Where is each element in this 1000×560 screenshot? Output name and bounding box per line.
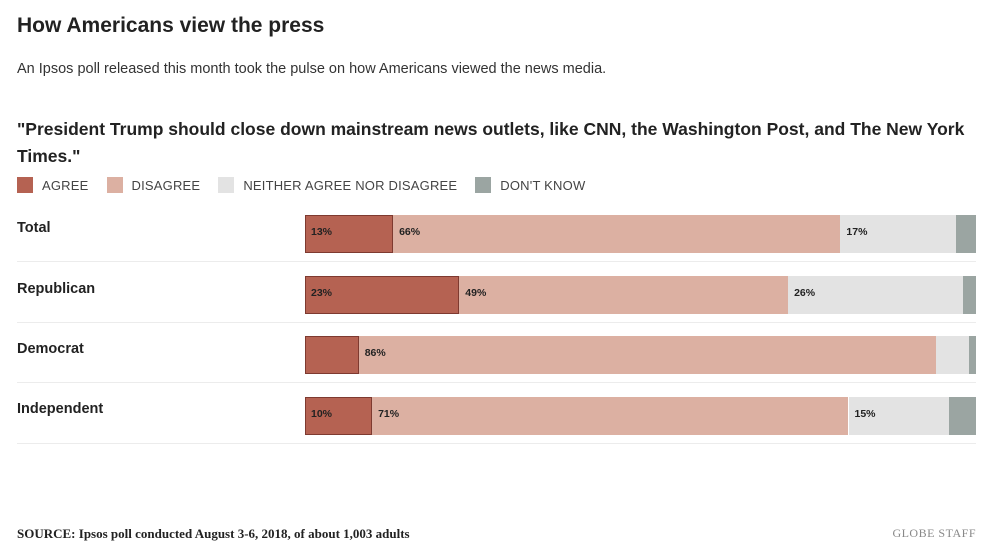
legend-swatch bbox=[475, 177, 492, 193]
bar-row-independent: 10% 71% 15% bbox=[305, 397, 976, 435]
bar-segment-agree bbox=[305, 215, 394, 253]
bar-segment-disagree bbox=[358, 336, 936, 374]
bar-row-total: 13% 66% 17% bbox=[305, 215, 976, 253]
data-label-agree: 10% bbox=[311, 408, 333, 420]
legend-swatch bbox=[106, 177, 123, 193]
bar-segment-dont-know bbox=[955, 215, 976, 253]
bar-segment-neither bbox=[840, 215, 956, 253]
legend-label: AGREE bbox=[42, 177, 89, 193]
bar-row-democrat: 86% bbox=[305, 336, 976, 374]
row-divider bbox=[17, 443, 976, 444]
row-label-democrat: Democrat bbox=[17, 341, 84, 357]
data-label-disagree: 86% bbox=[364, 347, 386, 359]
data-label-disagree: 49% bbox=[465, 287, 487, 299]
bar-segment-agree bbox=[305, 336, 359, 374]
survey-question: "President Trump should close down mains… bbox=[17, 119, 965, 166]
credit-note: GLOBE STAFF bbox=[892, 526, 976, 540]
bar-segment-neither bbox=[935, 336, 970, 374]
bar-segment-disagree bbox=[459, 276, 789, 314]
legend-swatch bbox=[218, 177, 235, 193]
bar-segment-dont-know bbox=[962, 276, 976, 314]
row-label-total: Total bbox=[17, 220, 51, 236]
bar-segment-neither bbox=[848, 397, 950, 435]
data-label-agree: 23% bbox=[311, 287, 333, 299]
chart-title: How Americans view the press bbox=[17, 14, 325, 37]
row-divider bbox=[17, 322, 976, 323]
bar-segment-disagree bbox=[372, 397, 849, 435]
row-divider bbox=[17, 382, 976, 383]
row-divider bbox=[17, 261, 976, 262]
legend-swatch bbox=[17, 177, 33, 193]
bar-segment-dont-know bbox=[969, 336, 976, 374]
legend-item-disagree: DISAGREE bbox=[106, 177, 201, 193]
data-label-neither: 15% bbox=[854, 408, 876, 420]
data-label-neither: 17% bbox=[846, 226, 868, 238]
bar-segment-dont-know bbox=[949, 397, 976, 435]
source-note: SOURCE: Ipsos poll conducted August 3-6,… bbox=[17, 526, 410, 541]
row-label-republican: Republican bbox=[17, 281, 96, 297]
data-label-disagree: 71% bbox=[378, 408, 400, 420]
data-label-agree: 13% bbox=[311, 226, 333, 238]
bar-segment-neither bbox=[788, 276, 963, 314]
bar-segment-agree bbox=[305, 276, 460, 314]
legend-item-dont-know: DON'T KNOW bbox=[475, 177, 585, 193]
chart-legend: AGREE DISAGREE NEITHER AGREE NOR DISAGREE D… bbox=[17, 177, 603, 193]
legend-label: DISAGREE bbox=[131, 177, 201, 193]
chart-subtitle: An Ipsos poll released this month took t… bbox=[17, 61, 607, 77]
row-label-independent: Independent bbox=[17, 401, 104, 417]
legend-item-agree: AGREE bbox=[17, 177, 89, 193]
bar-segment-agree bbox=[305, 397, 373, 435]
data-label-disagree: 66% bbox=[399, 226, 421, 238]
bar-row-republican: 23% 49% 26% bbox=[305, 276, 976, 314]
data-label-neither: 26% bbox=[794, 287, 816, 299]
legend-label: DON'T KNOW bbox=[500, 177, 586, 193]
legend-item-neither: NEITHER AGREE NOR DISAGREE bbox=[218, 177, 457, 193]
bar-segment-disagree bbox=[393, 215, 841, 253]
legend-label: NEITHER AGREE NOR DISAGREE bbox=[243, 177, 458, 193]
